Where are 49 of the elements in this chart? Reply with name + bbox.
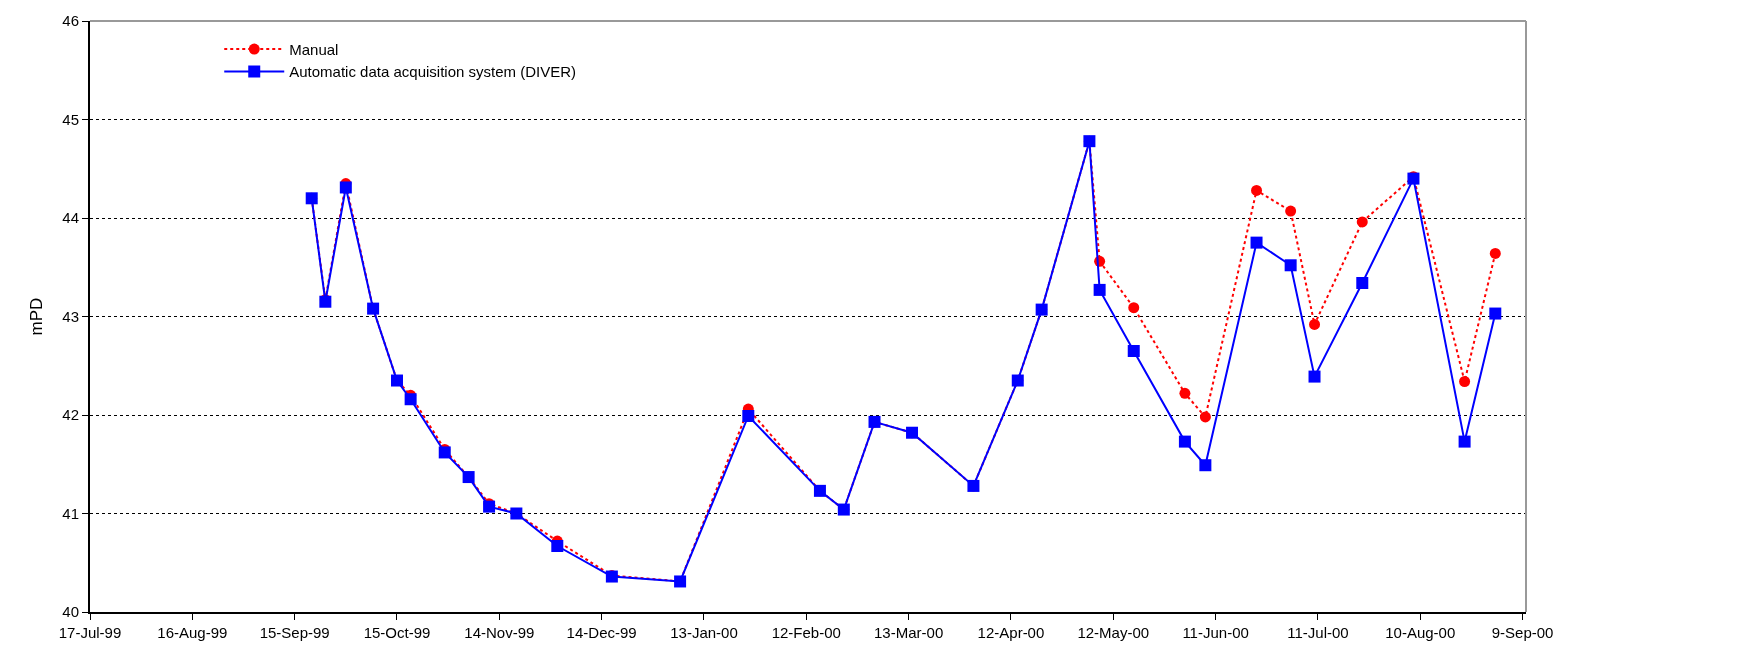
point — [1251, 184, 1263, 196]
x-tick-label: 9-Sep-00 — [1491, 624, 1554, 641]
y-tick-label: 42 — [62, 406, 79, 424]
point — [339, 181, 352, 194]
x-tick-label: 10-Aug-00 — [1385, 624, 1456, 641]
point — [438, 446, 451, 459]
x-tick-label: 14-Dec-99 — [566, 624, 637, 641]
x-tick-label: 16-Aug-99 — [157, 624, 228, 641]
x-tick-label: 11-Jun-00 — [1182, 624, 1249, 641]
point — [1489, 247, 1501, 259]
x-tick-label: 15-Sep-99 — [259, 624, 330, 641]
x-tick-label: 12-Feb-00 — [771, 624, 841, 641]
point — [1178, 435, 1191, 448]
point — [1308, 370, 1321, 383]
x-tick-label: 11-Jul-00 — [1287, 624, 1349, 641]
point — [1199, 411, 1211, 423]
point — [1284, 259, 1297, 272]
point — [1127, 344, 1140, 357]
legend-label: Manual — [289, 40, 339, 58]
point — [1356, 216, 1368, 228]
point — [1459, 376, 1471, 388]
y-tick-label: 41 — [62, 504, 79, 522]
point — [1250, 236, 1263, 249]
x-tick-label: 13-Jan-00 — [670, 624, 738, 641]
point — [551, 540, 564, 552]
y-tick-label: 46 — [62, 12, 79, 30]
point — [742, 409, 755, 422]
point — [1093, 283, 1106, 296]
point — [1128, 302, 1140, 314]
y-axis-title: mPD — [27, 297, 47, 336]
y-tick-label: 44 — [62, 209, 79, 227]
x-tick-label: 12-May-00 — [1077, 624, 1150, 641]
y-tick-label: 43 — [62, 307, 79, 325]
y-tick-label: 45 — [62, 110, 79, 128]
x-tick-label: 13-Mar-00 — [874, 624, 944, 641]
point — [1179, 387, 1191, 399]
x-tick-label: 15-Oct-99 — [363, 624, 431, 641]
point — [1489, 307, 1502, 320]
x-tick-label: 14-Nov-99 — [464, 624, 535, 641]
point — [1356, 277, 1369, 290]
point — [1309, 318, 1321, 330]
x-tick-label: 12-Apr-00 — [977, 624, 1045, 641]
x-tick-label: 17-Jul-99 — [58, 624, 122, 641]
point — [1458, 435, 1471, 448]
y-tick-label: 40 — [62, 603, 79, 621]
point — [404, 393, 417, 406]
point — [1199, 459, 1212, 472]
legend-label: Automatic data acquisition system (DIVER) — [289, 63, 577, 81]
point — [1285, 205, 1297, 217]
